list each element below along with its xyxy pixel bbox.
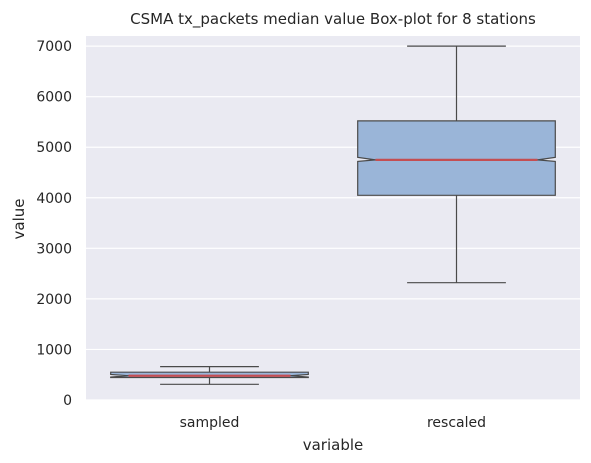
box-rescaled	[357, 45, 556, 284]
x-tick-label: sampled	[180, 415, 240, 431]
y-tick-label: 1000	[36, 342, 72, 358]
box-sampled	[110, 366, 309, 385]
y-tick-label: 4000	[36, 191, 72, 207]
y-axis-label: value	[10, 199, 28, 240]
x-tick-label: rescaled	[427, 415, 486, 431]
chart-title: CSMA tx_packets median value Box-plot fo…	[130, 10, 536, 29]
boxes	[110, 45, 556, 385]
y-tick-label: 7000	[36, 39, 72, 55]
x-tick-labels: sampled rescaled	[180, 415, 486, 431]
y-tick-label: 5000	[36, 140, 72, 156]
plot-area	[86, 36, 580, 400]
y-tick-label: 0	[63, 393, 72, 409]
box-body	[357, 120, 556, 196]
y-tick-label: 2000	[36, 292, 72, 308]
y-tick-label: 3000	[36, 241, 72, 257]
y-tick-labels: 0 1000 2000 3000 4000 5000 6000 7000	[36, 39, 72, 409]
x-axis-label: variable	[303, 436, 364, 454]
y-tick-label: 6000	[36, 90, 72, 106]
grid-lines	[86, 45, 580, 401]
